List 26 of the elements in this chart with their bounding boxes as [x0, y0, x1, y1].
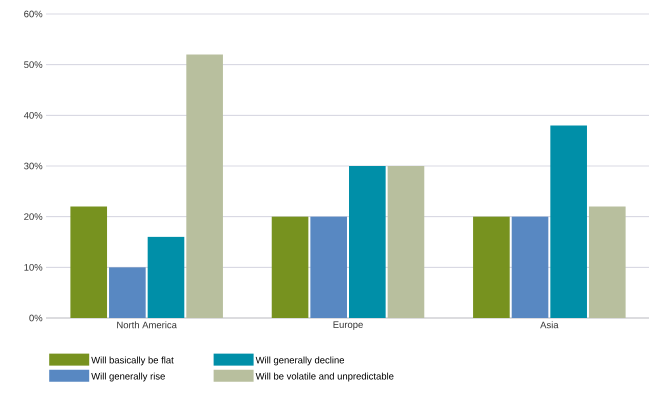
- bar: [310, 216, 348, 318]
- y-tick-label: 20%: [24, 213, 42, 220]
- legend-label: Will generally rise: [91, 372, 165, 382]
- legend-label: Will be volatile and unpredictable: [256, 372, 394, 382]
- bar: [388, 166, 424, 318]
- bar: [109, 267, 146, 318]
- x-tick-label: Asia: [540, 321, 559, 328]
- y-tick-label: 60%: [24, 10, 42, 18]
- legend-label: Will basically be flat: [91, 356, 174, 366]
- x-tick-label: North America: [117, 321, 177, 328]
- y-tick-label: 50%: [24, 61, 42, 68]
- bar: [512, 216, 548, 318]
- bar: [349, 166, 386, 318]
- x-tick-label: Europe: [334, 321, 363, 330]
- y-tick-label: 40%: [24, 112, 42, 119]
- y-tick-label: 0%: [29, 314, 42, 322]
- bar: [186, 54, 223, 318]
- bar: [550, 125, 587, 318]
- bar: [148, 236, 184, 318]
- y-tick-label: 10%: [24, 264, 42, 271]
- bar: [272, 216, 308, 318]
- y-tick-label: 30%: [24, 162, 42, 170]
- bar: [473, 216, 510, 318]
- bar: [588, 206, 626, 318]
- bar: [70, 206, 108, 318]
- legend-label: Will generally decline: [256, 356, 344, 366]
